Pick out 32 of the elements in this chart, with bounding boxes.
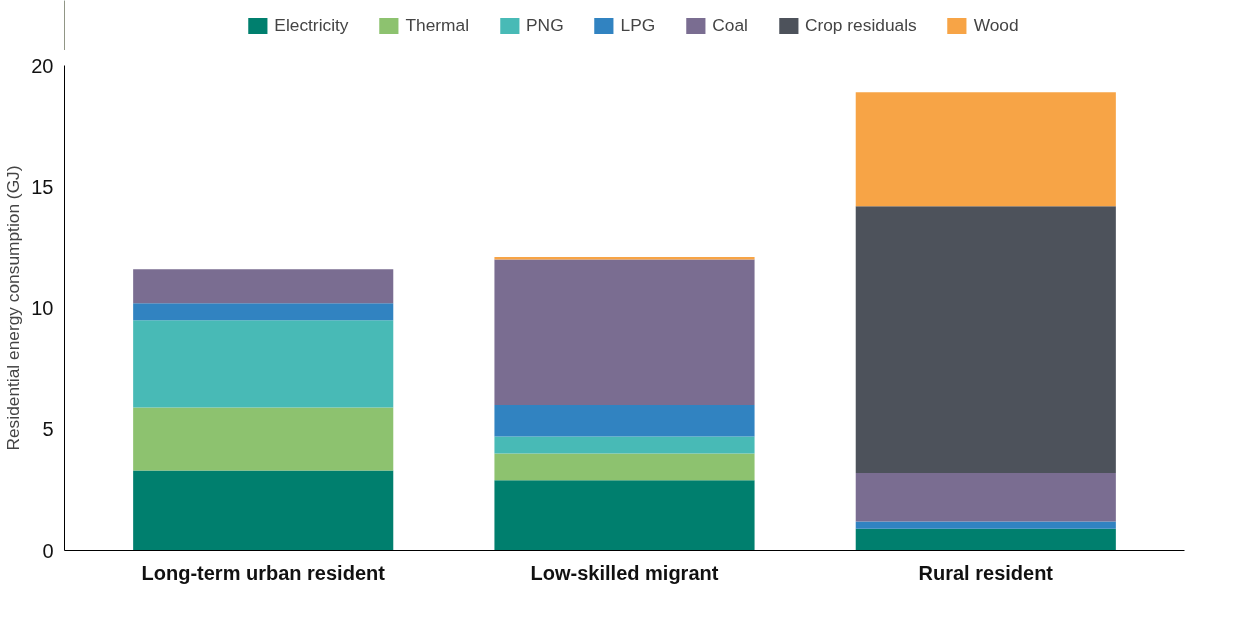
bar <box>855 472 1116 522</box>
legend-label: Coal <box>712 14 748 36</box>
bar <box>494 453 755 481</box>
legend-label: PNG <box>526 14 564 36</box>
bar <box>133 407 394 471</box>
bar <box>855 528 1116 551</box>
bar <box>494 405 755 437</box>
y-tick-label: 15 <box>31 175 54 198</box>
bar <box>133 303 394 321</box>
x-tick-label: Long-term urban resident <box>141 561 386 584</box>
legend-label: Electricity <box>274 14 349 36</box>
bar <box>855 206 1116 473</box>
legend-label: Crop residuals <box>804 14 917 36</box>
legend-label: Thermal <box>405 14 470 36</box>
bar <box>494 480 755 551</box>
x-tick-label: Rural resident <box>918 561 1054 584</box>
x-tick-label: Low-skilled migrant <box>530 561 719 584</box>
y-tick-label: 0 <box>42 539 54 562</box>
bar <box>855 521 1116 529</box>
y-axis-title: Residential energy consumption (GJ) <box>3 165 24 451</box>
bar <box>855 92 1116 207</box>
bar <box>133 470 394 551</box>
bar <box>133 320 394 408</box>
y-tick-label: 5 <box>42 418 54 441</box>
legend-label: Wood <box>973 14 1019 36</box>
bar <box>133 269 394 304</box>
bar <box>494 436 755 454</box>
legend-label: LPG <box>620 14 656 36</box>
y-tick-label: 20 <box>31 54 54 77</box>
bar <box>494 257 755 260</box>
bar <box>494 259 755 405</box>
y-tick-label: 10 <box>31 297 54 319</box>
